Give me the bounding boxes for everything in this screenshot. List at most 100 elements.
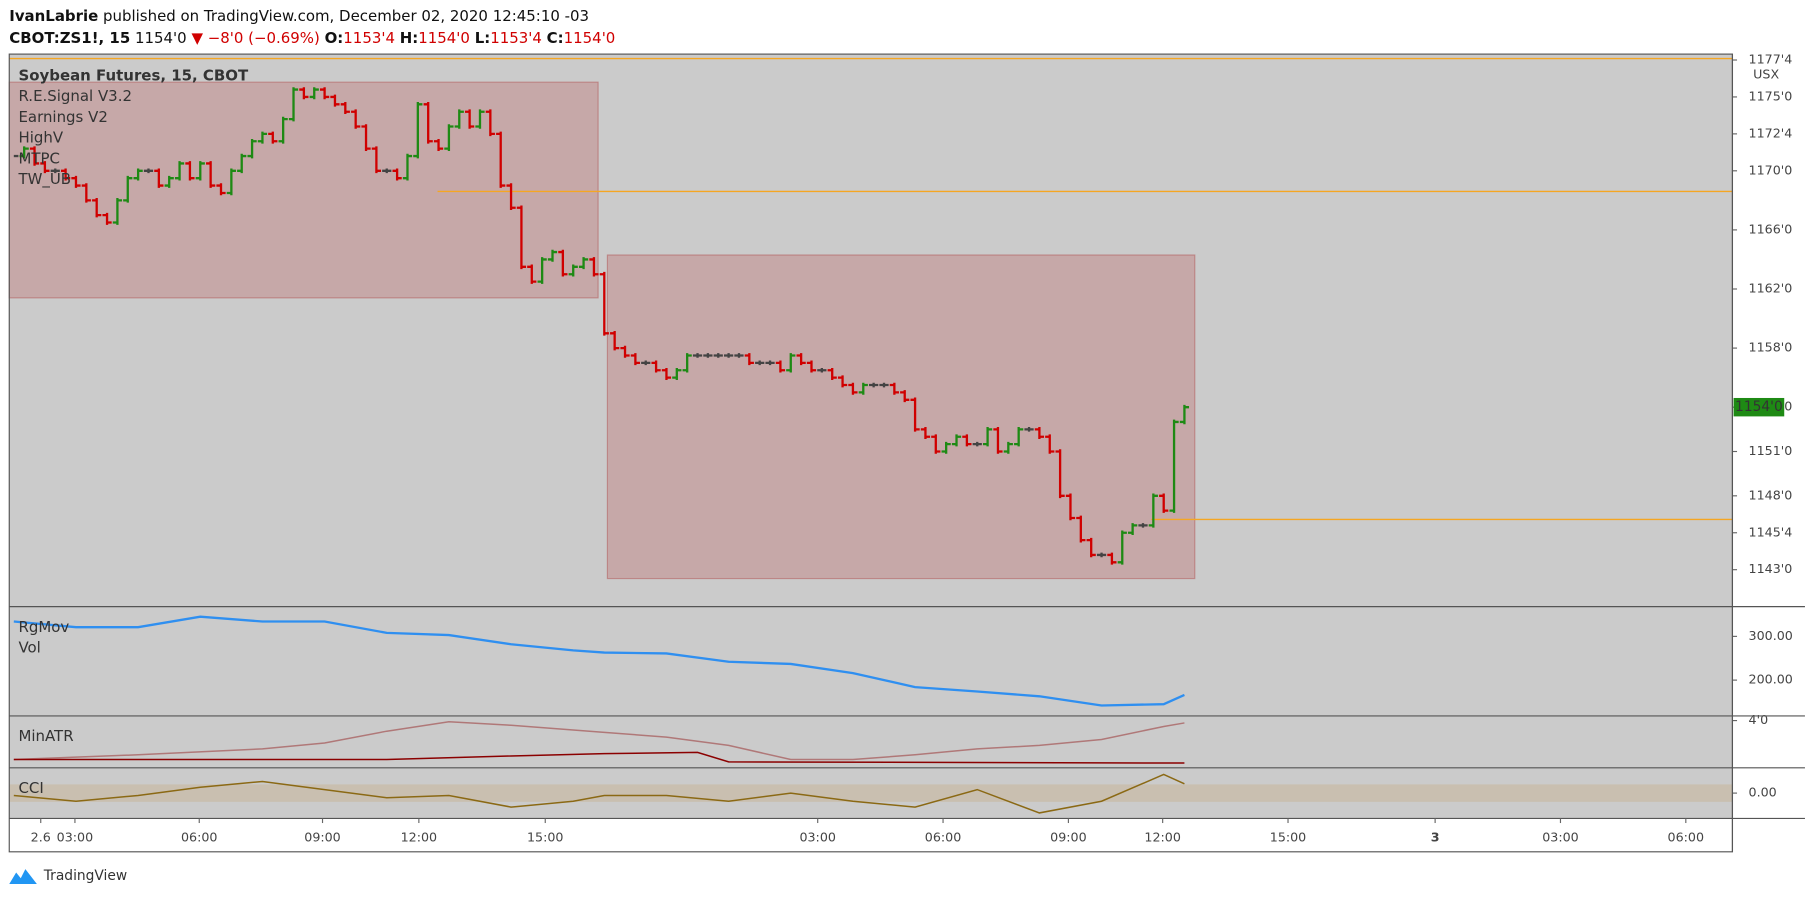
header: IvanLabrie published on TradingView.com,… <box>9 7 589 25</box>
y-tick-label: 1143'0 <box>1749 561 1793 576</box>
price-bar <box>330 94 340 107</box>
y-tick-label: 1151'0 <box>1749 443 1793 458</box>
price-tag-label: 1154'0 <box>1735 399 1783 415</box>
legend-entry: CCI <box>18 779 43 797</box>
quote: CBOT:ZS1!, 15 1154'0 ▼ −8'0 (−0.69%) O:1… <box>9 28 615 46</box>
price-bar <box>651 360 661 373</box>
price-bar <box>630 353 640 366</box>
series-line <box>13 615 1185 707</box>
price-bar <box>848 382 858 395</box>
author: IvanLabrie <box>9 7 98 25</box>
price-bar <box>941 441 951 454</box>
y-tick-label: 1177'4 <box>1749 52 1793 67</box>
price-bar <box>50 168 60 174</box>
price-bar <box>682 353 692 373</box>
price-bar <box>889 382 899 395</box>
x-tick-label: 12:00 <box>401 829 437 844</box>
price-bar <box>81 183 91 203</box>
price-bar <box>951 434 962 447</box>
price-bar <box>516 205 527 270</box>
price-bar <box>319 87 330 100</box>
price-bar <box>993 427 1003 454</box>
price-bar <box>309 87 319 100</box>
price-bar <box>423 102 433 144</box>
price-bar <box>755 360 765 366</box>
price-bar <box>962 434 972 447</box>
price-bar <box>351 109 361 129</box>
price-bar <box>1003 441 1013 454</box>
price-bar <box>226 168 236 196</box>
price-bar <box>578 257 589 270</box>
price-bar <box>910 397 920 432</box>
price-bar <box>568 264 578 277</box>
x-tick-label: 15:00 <box>1270 829 1306 844</box>
x-tick-label: 2.6 <box>31 829 51 844</box>
indicator-name: TW_UB <box>17 170 71 189</box>
price-bar <box>496 131 506 188</box>
price-bar <box>972 441 982 447</box>
y-tick-label: 1170'0 <box>1749 162 1793 177</box>
price-bar <box>361 124 371 151</box>
price-bar <box>413 102 423 159</box>
price-bar <box>858 382 868 395</box>
price-bar <box>1169 419 1179 513</box>
low-label: L: <box>475 28 491 46</box>
plot-area: 1177'4 1175'0 1172'4 1170'0 1166'0 1162'0 1158… <box>8 52 1805 853</box>
price-bar <box>237 153 247 174</box>
price-bar <box>775 360 786 373</box>
price-bar <box>29 146 40 166</box>
price-bar <box>1024 427 1034 432</box>
open-label: O: <box>325 28 344 46</box>
pane-background <box>9 54 1733 607</box>
price-bar <box>402 153 413 181</box>
y-tick-label: 1158'0 <box>1749 340 1793 355</box>
price-bar <box>133 168 143 181</box>
x-tick-label: 15:00 <box>527 829 563 844</box>
x-tick-label: 03:00 <box>799 829 835 844</box>
price-bar <box>1045 434 1055 454</box>
price-bar <box>206 161 216 188</box>
price-bar <box>247 138 257 159</box>
price-bar <box>920 427 931 440</box>
price-bar <box>765 360 775 366</box>
x-tick-label: 09:00 <box>1050 829 1086 844</box>
price-bar <box>257 131 268 144</box>
zone <box>606 254 1196 580</box>
series-line <box>13 773 1185 814</box>
last: 1154'0 <box>135 28 187 46</box>
price-bar <box>123 175 133 203</box>
y-tick-label: 1145'4 <box>1749 524 1793 539</box>
price-bar <box>371 146 381 174</box>
price-bar <box>900 390 910 403</box>
x-tick-label: 03:00 <box>1542 829 1578 844</box>
price-bar <box>1159 493 1169 513</box>
price-bar <box>547 249 558 262</box>
price-bar <box>817 367 827 373</box>
price-bar <box>485 109 495 137</box>
y-tick-label: 1172'4 <box>1749 125 1793 140</box>
price-bar <box>796 353 806 366</box>
x-tick-label: 06:00 <box>181 829 217 844</box>
price-bar <box>112 198 123 225</box>
y-tick-label: 300.00 <box>1749 628 1793 643</box>
footer-logo: TradingView <box>9 868 127 885</box>
price-bar <box>589 257 599 277</box>
price-bar <box>278 116 288 144</box>
price-bar <box>1014 427 1024 447</box>
x-tick-label: 12:00 <box>1144 829 1180 844</box>
price-bar <box>19 146 29 159</box>
price-bar <box>527 264 537 284</box>
price-bar <box>392 168 402 181</box>
price-bar <box>558 249 568 277</box>
price-bar <box>340 102 350 115</box>
x-tick-label: 3 <box>1431 829 1440 844</box>
price-bar <box>703 353 713 358</box>
series-line <box>13 721 1185 761</box>
x-tick-label: 06:00 <box>925 829 961 844</box>
price-bar <box>806 360 817 373</box>
price-bar <box>475 109 485 129</box>
close: 1154'0 <box>564 28 616 46</box>
price-bar <box>1128 523 1138 536</box>
y-tick-label: 1162'0 <box>1749 280 1793 295</box>
